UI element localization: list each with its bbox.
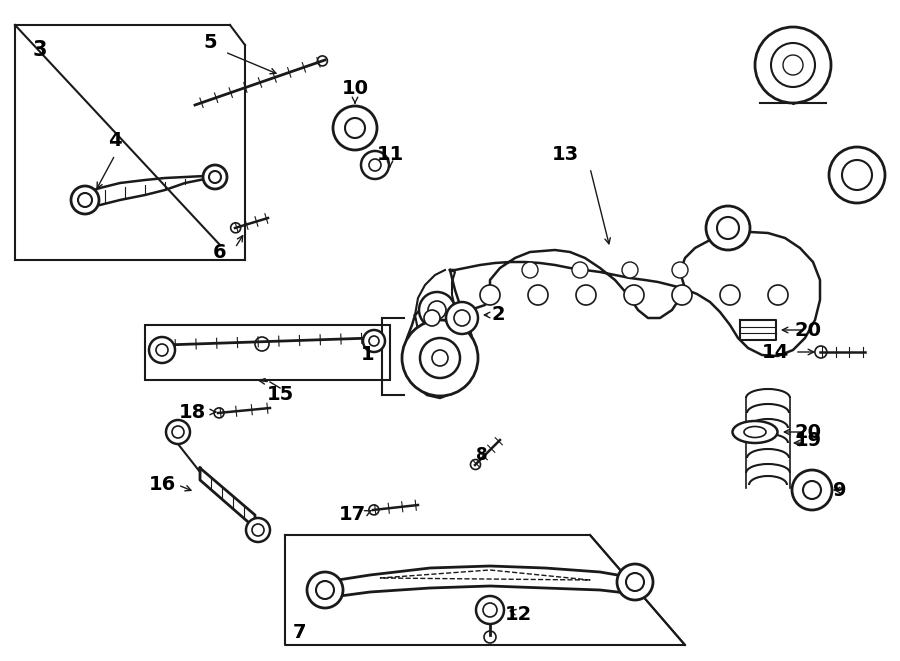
Bar — [145, 325, 390, 380]
Text: 1: 1 — [361, 346, 374, 364]
Circle shape — [829, 147, 885, 203]
Text: 16: 16 — [148, 475, 176, 494]
Circle shape — [624, 285, 644, 305]
Circle shape — [476, 596, 504, 624]
Circle shape — [572, 262, 588, 278]
Circle shape — [720, 285, 740, 305]
Circle shape — [480, 285, 500, 305]
Circle shape — [203, 165, 227, 189]
Text: 20: 20 — [795, 321, 822, 340]
Text: 15: 15 — [266, 385, 293, 405]
Circle shape — [617, 564, 653, 600]
Circle shape — [246, 518, 270, 542]
Circle shape — [672, 262, 688, 278]
Circle shape — [424, 310, 440, 326]
Circle shape — [755, 27, 831, 103]
Text: 19: 19 — [795, 430, 822, 449]
Text: 8: 8 — [476, 446, 488, 464]
Text: 9: 9 — [833, 481, 847, 500]
Circle shape — [792, 470, 832, 510]
Circle shape — [706, 206, 750, 250]
Circle shape — [446, 302, 478, 334]
Circle shape — [71, 186, 99, 214]
Circle shape — [361, 151, 389, 179]
Circle shape — [576, 285, 596, 305]
Text: 17: 17 — [338, 506, 365, 524]
Circle shape — [622, 262, 638, 278]
Text: 7: 7 — [293, 623, 307, 641]
Circle shape — [333, 106, 377, 150]
Text: 4: 4 — [108, 130, 122, 149]
Circle shape — [522, 262, 538, 278]
Circle shape — [307, 572, 343, 608]
Circle shape — [166, 420, 190, 444]
Text: 18: 18 — [178, 403, 205, 422]
Text: 2: 2 — [491, 305, 505, 325]
Ellipse shape — [733, 421, 778, 443]
Text: 3: 3 — [32, 40, 47, 60]
Circle shape — [528, 285, 548, 305]
Circle shape — [402, 320, 478, 396]
Text: 20: 20 — [795, 422, 822, 442]
Circle shape — [363, 330, 385, 352]
Text: 11: 11 — [376, 145, 403, 165]
Circle shape — [672, 285, 692, 305]
Circle shape — [149, 337, 175, 363]
Text: 13: 13 — [552, 145, 579, 165]
Circle shape — [768, 285, 788, 305]
Text: 14: 14 — [761, 342, 788, 362]
Text: 6: 6 — [213, 243, 227, 262]
Circle shape — [419, 292, 455, 328]
Text: 5: 5 — [203, 32, 217, 52]
Text: 10: 10 — [341, 79, 368, 98]
Text: 12: 12 — [504, 605, 532, 625]
